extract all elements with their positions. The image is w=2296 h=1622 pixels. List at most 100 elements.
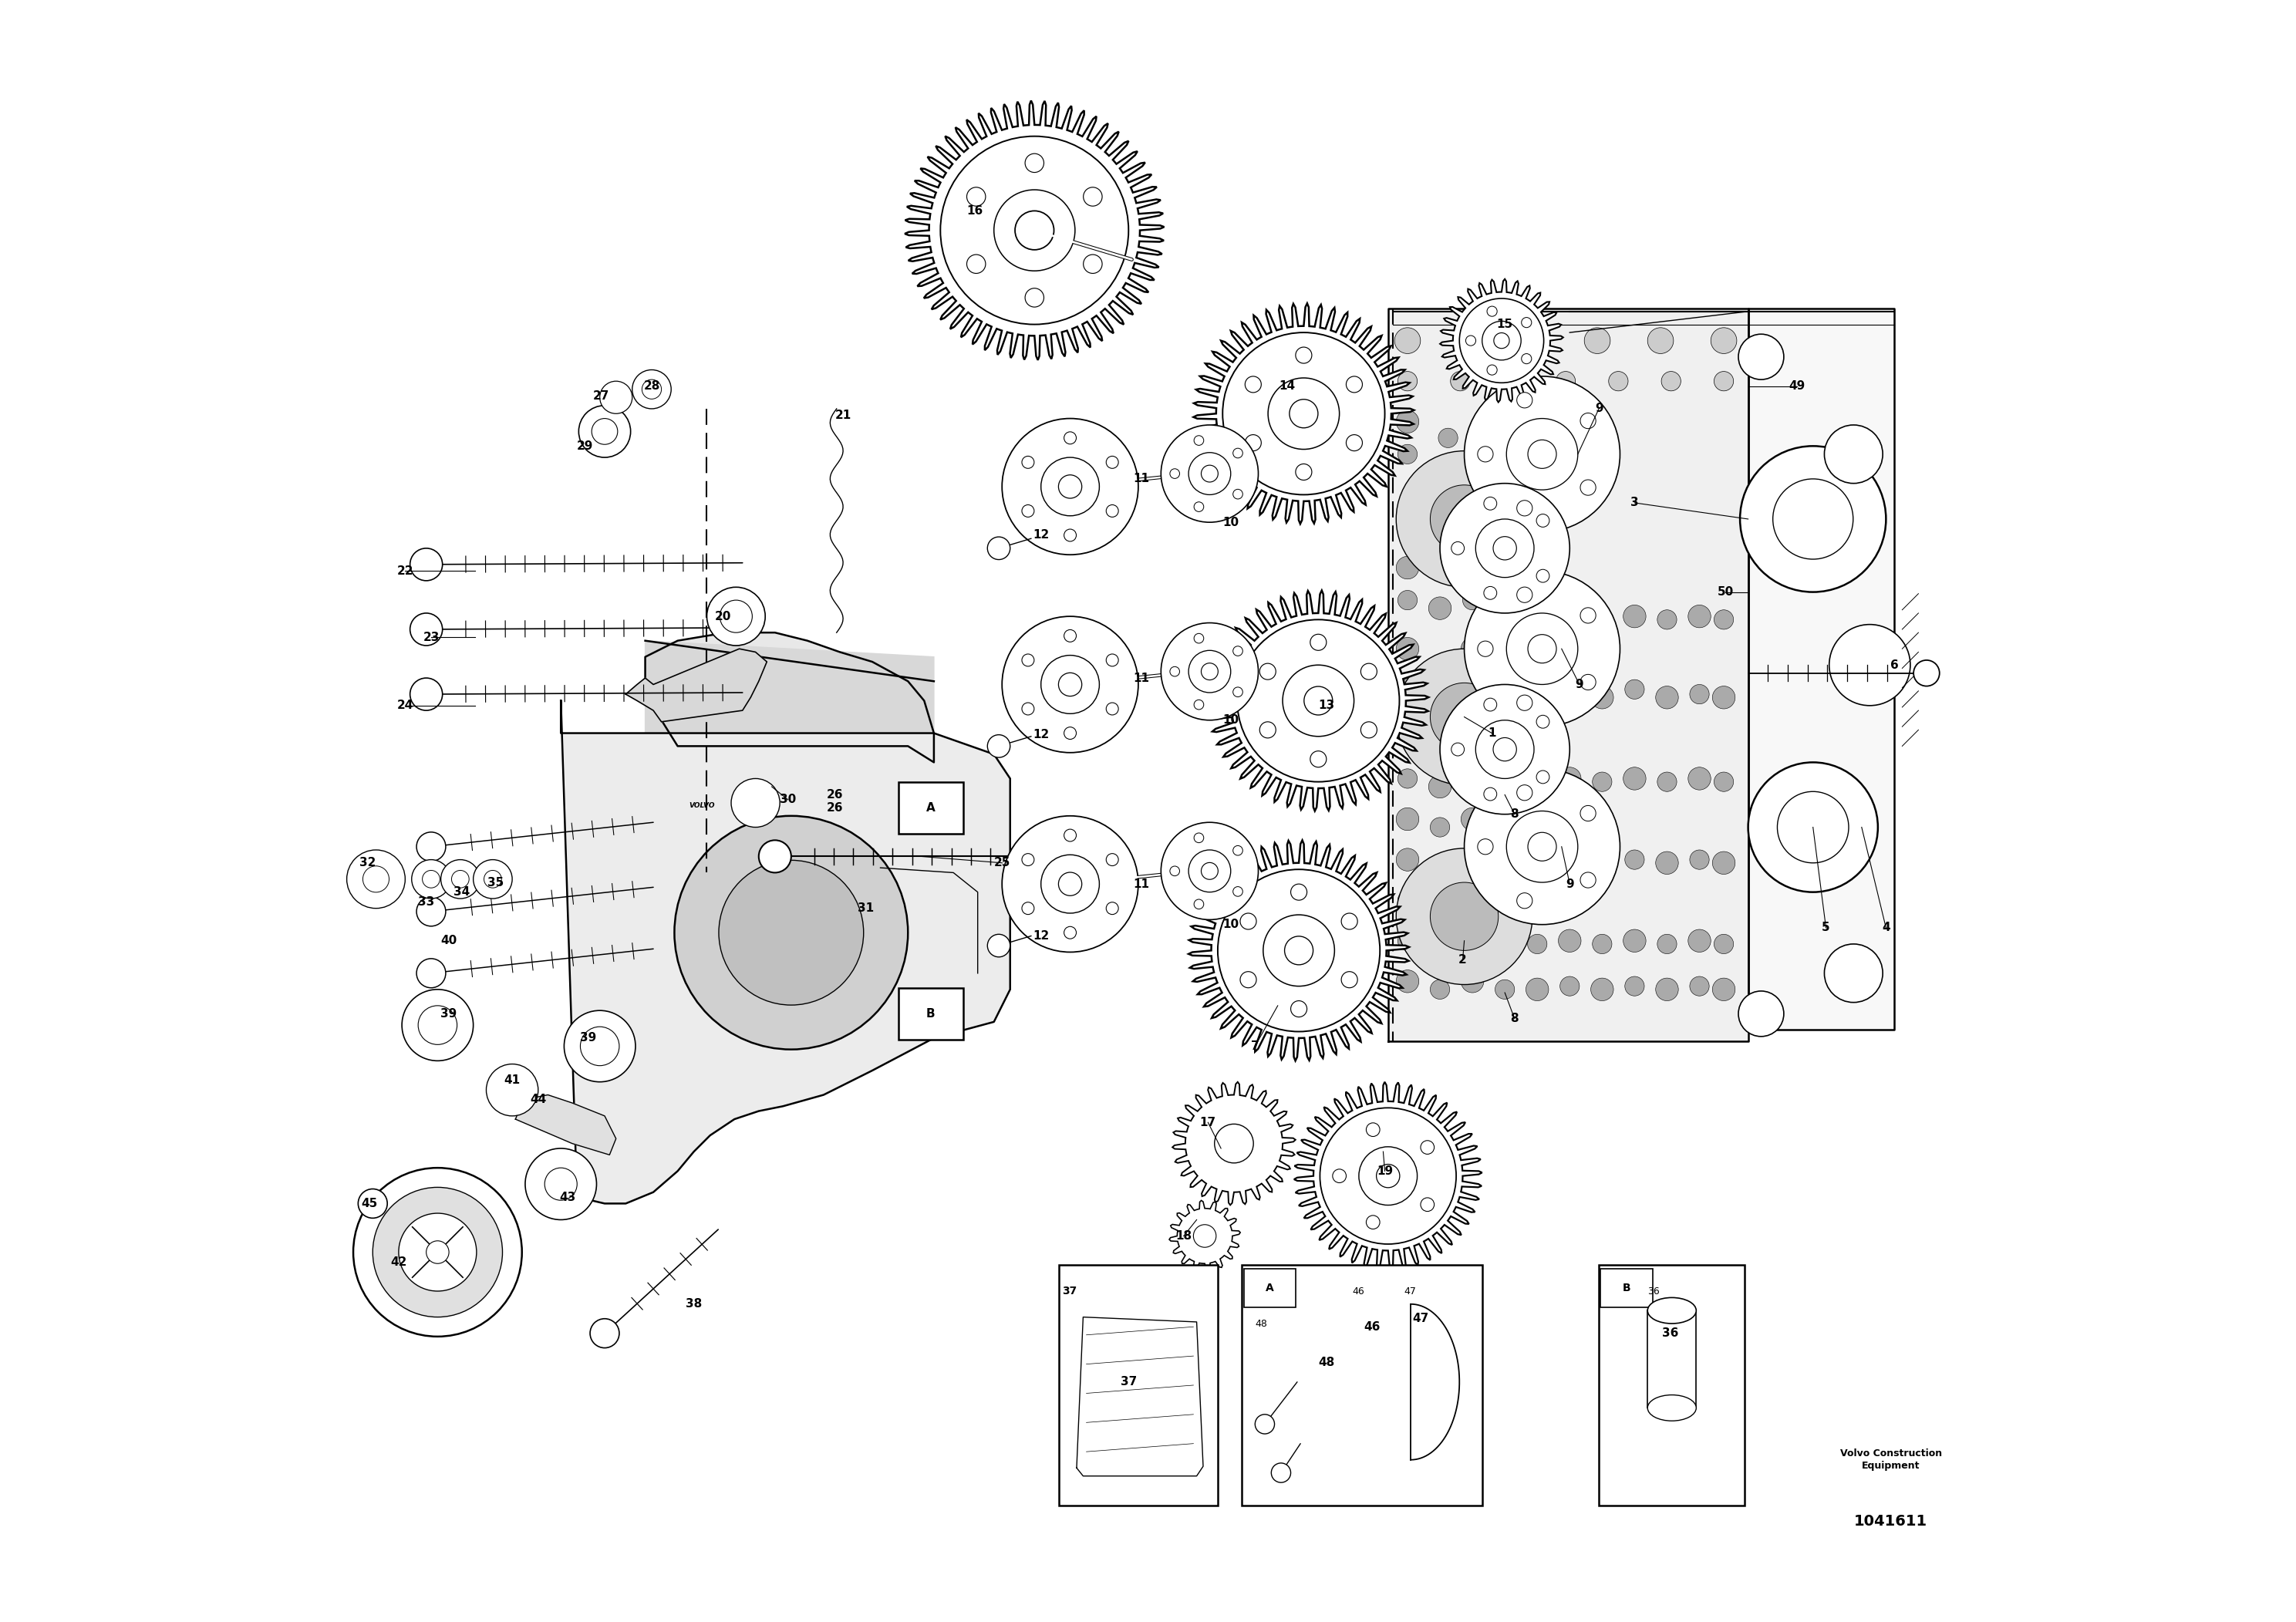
- Circle shape: [1488, 365, 1497, 375]
- Circle shape: [1492, 735, 1515, 757]
- Circle shape: [1451, 371, 1469, 391]
- Circle shape: [452, 871, 468, 887]
- Circle shape: [1362, 722, 1378, 738]
- Circle shape: [1609, 371, 1628, 391]
- Circle shape: [487, 1064, 537, 1116]
- Circle shape: [1341, 913, 1357, 929]
- FancyBboxPatch shape: [1244, 1268, 1295, 1307]
- Text: 40: 40: [441, 934, 457, 947]
- Circle shape: [1015, 211, 1054, 250]
- Circle shape: [1518, 393, 1531, 409]
- Circle shape: [1233, 688, 1242, 697]
- Circle shape: [1332, 1169, 1345, 1182]
- Circle shape: [1504, 371, 1522, 391]
- Circle shape: [1658, 934, 1676, 954]
- Circle shape: [1495, 858, 1515, 878]
- Circle shape: [1022, 853, 1033, 866]
- Polygon shape: [1389, 308, 1747, 1041]
- Circle shape: [427, 1241, 450, 1264]
- Circle shape: [1913, 660, 1940, 686]
- Circle shape: [1527, 934, 1548, 954]
- Circle shape: [1495, 980, 1515, 999]
- Circle shape: [1421, 1140, 1435, 1155]
- Circle shape: [1536, 715, 1550, 728]
- Circle shape: [1591, 686, 1614, 709]
- Circle shape: [1777, 792, 1848, 863]
- Circle shape: [1244, 376, 1261, 393]
- Circle shape: [1162, 822, 1258, 920]
- Circle shape: [1290, 1001, 1306, 1017]
- Circle shape: [1233, 448, 1242, 457]
- Text: 10: 10: [1221, 918, 1240, 931]
- Text: 31: 31: [859, 902, 875, 915]
- Circle shape: [1233, 845, 1242, 855]
- Circle shape: [1398, 769, 1417, 788]
- Circle shape: [1107, 853, 1118, 866]
- Circle shape: [1063, 629, 1077, 642]
- Circle shape: [987, 537, 1010, 560]
- Circle shape: [1580, 414, 1596, 428]
- Circle shape: [1465, 769, 1621, 925]
- Circle shape: [1580, 608, 1596, 623]
- Circle shape: [1396, 556, 1419, 579]
- Circle shape: [1623, 767, 1646, 790]
- Circle shape: [1476, 519, 1534, 577]
- Circle shape: [1215, 1124, 1254, 1163]
- Circle shape: [1022, 504, 1033, 517]
- Circle shape: [1649, 328, 1674, 354]
- Text: 47: 47: [1405, 1286, 1417, 1296]
- Circle shape: [675, 816, 907, 1049]
- Circle shape: [1398, 931, 1417, 950]
- Text: 29: 29: [576, 440, 592, 453]
- Circle shape: [1189, 453, 1231, 495]
- Text: 11: 11: [1134, 878, 1150, 890]
- Circle shape: [1396, 848, 1531, 985]
- Polygon shape: [1440, 279, 1564, 402]
- Circle shape: [1398, 590, 1417, 610]
- Circle shape: [1520, 328, 1548, 354]
- Circle shape: [1240, 972, 1256, 988]
- Circle shape: [1479, 839, 1492, 855]
- Circle shape: [473, 860, 512, 899]
- Circle shape: [1527, 634, 1557, 663]
- Circle shape: [1233, 490, 1242, 500]
- Circle shape: [1063, 529, 1077, 542]
- Circle shape: [1311, 751, 1327, 767]
- Circle shape: [544, 1168, 576, 1200]
- Text: 39: 39: [441, 1007, 457, 1020]
- Polygon shape: [905, 101, 1164, 360]
- Circle shape: [1001, 616, 1139, 753]
- Circle shape: [1536, 514, 1550, 527]
- Circle shape: [1398, 728, 1417, 748]
- Circle shape: [565, 1011, 636, 1082]
- Circle shape: [1396, 808, 1419, 830]
- Text: 9: 9: [1566, 878, 1573, 890]
- Circle shape: [526, 1148, 597, 1220]
- Polygon shape: [645, 641, 934, 762]
- Bar: [1058, 1265, 1217, 1505]
- Text: 1041611: 1041611: [1855, 1513, 1929, 1530]
- Circle shape: [1593, 610, 1612, 629]
- Text: 4: 4: [1883, 921, 1890, 934]
- Circle shape: [1518, 500, 1531, 516]
- Circle shape: [1396, 649, 1531, 785]
- Circle shape: [1536, 770, 1550, 783]
- Circle shape: [1171, 667, 1180, 676]
- Polygon shape: [514, 1095, 615, 1155]
- Circle shape: [1715, 610, 1733, 629]
- Text: A: A: [925, 801, 934, 814]
- Circle shape: [1527, 772, 1548, 792]
- Circle shape: [1189, 650, 1231, 693]
- Circle shape: [1591, 852, 1614, 874]
- Circle shape: [1518, 892, 1531, 908]
- Circle shape: [1476, 720, 1534, 779]
- Circle shape: [721, 600, 753, 633]
- Circle shape: [1366, 1215, 1380, 1229]
- Circle shape: [1024, 154, 1045, 172]
- Circle shape: [1527, 440, 1557, 469]
- Circle shape: [1162, 623, 1258, 720]
- Circle shape: [1428, 897, 1451, 920]
- Circle shape: [1430, 980, 1449, 999]
- Bar: [1242, 1265, 1483, 1505]
- Circle shape: [1201, 663, 1219, 680]
